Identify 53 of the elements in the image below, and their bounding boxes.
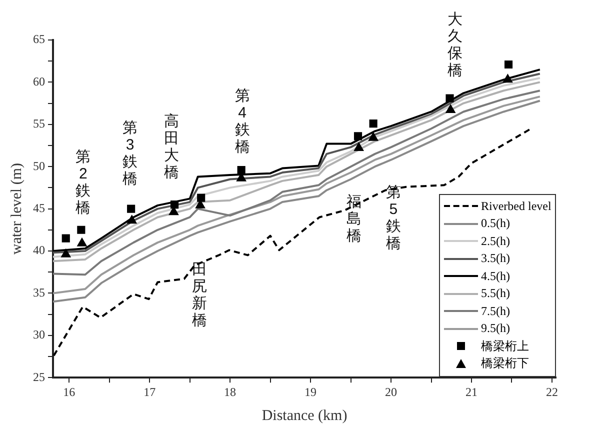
point <box>61 248 71 258</box>
legend-label: 4.5(h) <box>481 268 510 284</box>
annotation: 第2鉄橋 <box>76 148 91 217</box>
point <box>77 226 86 234</box>
legend-label: 橋梁桁上 <box>481 338 529 355</box>
point <box>127 215 137 224</box>
x-tick-label: 19 <box>304 384 317 399</box>
annotation: 福島橋 <box>346 194 362 245</box>
legend-label: 7.5(h) <box>481 304 510 319</box>
y-tick-label: 35 <box>33 285 45 300</box>
point <box>368 132 378 141</box>
point <box>446 104 456 114</box>
x-tick-label: 20 <box>385 384 398 399</box>
y-tick-label: 55 <box>33 116 45 131</box>
point <box>369 120 378 128</box>
y-tick-label: 50 <box>33 158 45 173</box>
y-tick-label: 40 <box>33 243 45 258</box>
y-tick-label: 30 <box>33 328 45 342</box>
point <box>197 194 206 202</box>
point <box>237 166 246 174</box>
y-tick-label: 45 <box>33 200 45 215</box>
point <box>502 74 513 83</box>
x-tick-label: 22 <box>546 384 558 399</box>
legend-label: 9.5(h) <box>481 321 510 336</box>
annotation: 第3鉄橋 <box>122 119 138 188</box>
legend-label: 3.5(h) <box>481 251 510 266</box>
y-axis-title: water level (m) <box>8 162 25 255</box>
point <box>77 238 87 246</box>
point <box>354 142 364 152</box>
annotation: 田尻新橋 <box>192 260 208 329</box>
x-tick-label: 18 <box>224 384 236 399</box>
point <box>170 200 179 209</box>
point <box>62 234 70 242</box>
legend-label: 0.5(h) <box>481 216 510 232</box>
point <box>354 132 362 140</box>
y-tick-label: 65 <box>33 32 45 46</box>
legend-label: 5.5(h) <box>481 286 510 302</box>
legend-label: 橋梁桁下 <box>481 355 529 372</box>
x-axis-title: Distance (km) <box>262 408 348 424</box>
annotation: 高田大橋 <box>164 113 180 182</box>
y-tick-label: 25 <box>33 370 45 384</box>
legend-label: Riverbed level <box>481 198 552 214</box>
x-tick-label: 17 <box>144 384 156 399</box>
x-tick-label: 21 <box>465 384 478 399</box>
annotation: 第5鉄橋 <box>386 184 401 252</box>
point <box>127 204 136 213</box>
annotation: 大久保橋 <box>447 10 462 79</box>
annotation: 第4鉄橋 <box>234 88 250 156</box>
x-tick-label: 16 <box>63 384 76 399</box>
point <box>504 60 513 69</box>
point <box>446 94 454 102</box>
y-tick-label: 60 <box>33 74 45 88</box>
legend-label: 2.5(h) <box>481 234 510 249</box>
